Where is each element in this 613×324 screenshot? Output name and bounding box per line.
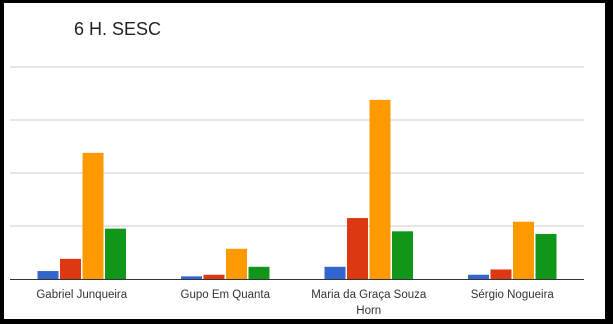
bar	[105, 228, 126, 279]
bars	[37, 99, 557, 279]
category-label: Sérgio Nogueira	[471, 289, 555, 301]
bar	[490, 269, 512, 279]
bar	[513, 221, 534, 279]
category-labels: Gabriel Junqueira Gupo Em Quanta Maria da …	[36, 289, 554, 317]
chart-title: 6 H. SESC	[74, 19, 162, 39]
bar	[82, 152, 104, 279]
bar	[468, 274, 489, 279]
bar	[226, 248, 247, 279]
category-label-line: Horn	[356, 305, 381, 317]
bar	[37, 271, 59, 279]
bar	[60, 258, 81, 279]
category-label: Gupo Em Quanta	[181, 289, 271, 301]
category-label-line: Maria da Graça Souza	[311, 289, 427, 301]
bar	[181, 276, 202, 279]
bar	[324, 266, 346, 279]
category-label-line: Gabriel Junqueira	[36, 289, 127, 301]
category-label: Gabriel Junqueira	[36, 289, 127, 301]
bar	[203, 274, 225, 279]
bar	[535, 233, 557, 279]
category-label-line: Sérgio Nogueira	[471, 289, 555, 301]
bar	[248, 266, 270, 279]
gridlines	[10, 66, 584, 227]
category-label: Maria da Graça Souza Horn	[311, 289, 427, 317]
bar	[369, 99, 391, 279]
bar	[392, 231, 413, 279]
category-label-line: Gupo Em Quanta	[181, 289, 271, 301]
bar	[347, 218, 368, 279]
